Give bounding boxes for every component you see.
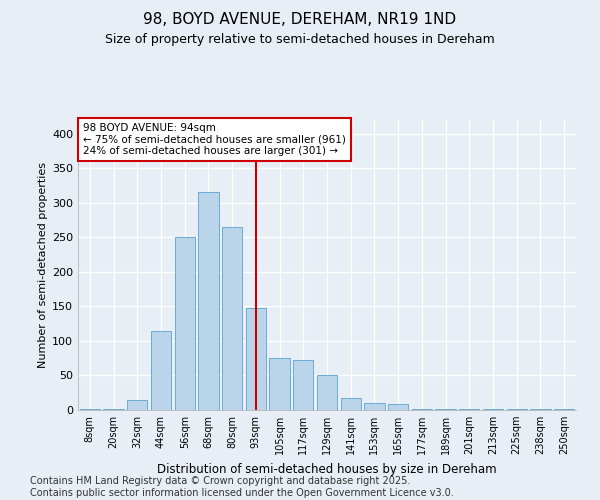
Bar bbox=[199, 192, 218, 410]
Bar bbox=[246, 308, 266, 410]
Bar bbox=[151, 330, 171, 410]
Bar bbox=[388, 404, 408, 410]
Bar bbox=[127, 400, 148, 410]
X-axis label: Distribution of semi-detached houses by size in Dereham: Distribution of semi-detached houses by … bbox=[157, 462, 497, 475]
Text: Contains HM Land Registry data © Crown copyright and database right 2025.
Contai: Contains HM Land Registry data © Crown c… bbox=[30, 476, 454, 498]
Bar bbox=[317, 376, 337, 410]
Bar bbox=[436, 408, 455, 410]
Text: 98, BOYD AVENUE, DEREHAM, NR19 1ND: 98, BOYD AVENUE, DEREHAM, NR19 1ND bbox=[143, 12, 457, 28]
Bar bbox=[341, 398, 361, 410]
Text: 98 BOYD AVENUE: 94sqm
← 75% of semi-detached houses are smaller (961)
24% of sem: 98 BOYD AVENUE: 94sqm ← 75% of semi-deta… bbox=[83, 123, 346, 156]
Bar bbox=[269, 358, 290, 410]
Bar bbox=[364, 403, 385, 410]
Bar bbox=[222, 227, 242, 410]
Text: Size of property relative to semi-detached houses in Dereham: Size of property relative to semi-detach… bbox=[105, 32, 495, 46]
Bar bbox=[175, 238, 195, 410]
Bar bbox=[412, 408, 432, 410]
Bar bbox=[293, 360, 313, 410]
Y-axis label: Number of semi-detached properties: Number of semi-detached properties bbox=[38, 162, 48, 368]
